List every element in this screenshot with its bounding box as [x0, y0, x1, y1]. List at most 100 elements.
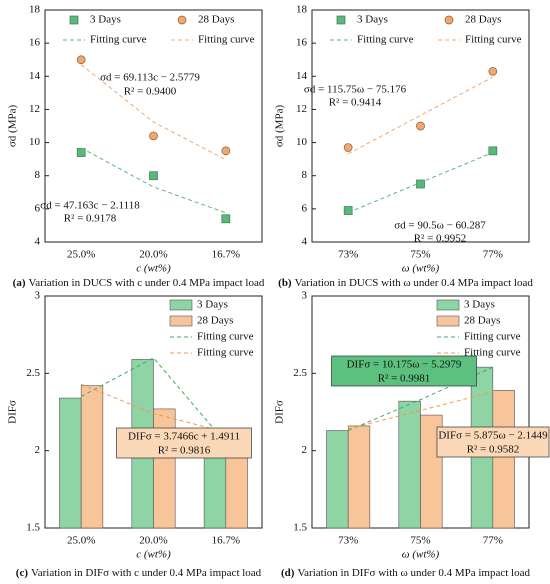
y-tick-label: 3 [302, 290, 308, 302]
y-tick-label: 2 [35, 444, 41, 456]
y-tick-label: 1.5 [26, 522, 40, 534]
annotation-box [436, 426, 550, 458]
panel: 1.5 2 2.5 3 73% 75% 77% ω (wt%) DIFσ 3 Days 28 Day… [274, 290, 550, 579]
x-axis-label: c (wt%) [136, 549, 171, 561]
bar [59, 397, 82, 529]
x-tick-label: 20.0% [139, 535, 167, 547]
marker [76, 148, 86, 157]
fit-line [80, 147, 227, 214]
annotation-box [116, 427, 252, 459]
annotation: σd = 90.5ω − 60.287 [394, 220, 486, 232]
legend-label: 3 Days [90, 14, 121, 26]
y-tick-label: 12 [296, 103, 307, 115]
legend-label: 3 Days [357, 14, 388, 26]
caption-panel: (d) [281, 567, 295, 579]
panel: 4 6 8 10 12 14 16 18 73% 75% 77% ω (wt%) σd (MPa) 3 D… [274, 4, 534, 289]
legend-label: Fitting curve [197, 347, 254, 359]
legend-swatch [169, 315, 193, 327]
plot-frame [311, 9, 530, 243]
annotation: R² = 0.9952 [414, 233, 467, 245]
marker [149, 131, 158, 141]
legend-label: Fitting curve [357, 34, 414, 46]
legend-label: 3 Days [464, 299, 495, 311]
legend-swatch [436, 299, 460, 311]
bar [326, 430, 349, 529]
annotation: DIFσ = 5.875ω − 2.1449 [438, 430, 548, 442]
y-tick-label: 6 [35, 202, 41, 214]
x-tick-label: 16.7% [212, 249, 240, 261]
x-tick-label: 73% [338, 249, 358, 261]
legend-label: Fitting curve [465, 34, 522, 46]
bar [80, 385, 104, 529]
annotation: R² = 0.9414 [329, 97, 382, 109]
marker [149, 171, 158, 181]
bar [347, 425, 371, 529]
panel: 4 6 8 10 12 14 16 18 25.0% 20.0% 16.7% c (wt%) σd (M… [7, 4, 265, 289]
y-tick-label: 1.5 [293, 522, 307, 534]
x-tick-label: 73% [338, 535, 358, 547]
x-axis-label: c (wt%) [136, 263, 171, 275]
y-tick-label: 16 [296, 37, 308, 49]
caption-text: Variation in DUCS with c under 0.4 MPa i… [28, 277, 264, 289]
y-tick-label: 3 [35, 290, 41, 302]
fit-line [80, 383, 226, 433]
fit-line [80, 64, 227, 161]
x-tick-label: 25.0% [67, 249, 95, 261]
legend-swatch [169, 299, 193, 311]
y-axis-label: DIFσ [274, 400, 286, 424]
y-tick-label: 10 [29, 136, 41, 148]
y-axis-label: σd (MPa) [274, 105, 286, 148]
bar [153, 408, 176, 529]
marker [343, 206, 353, 215]
x-tick-label: 75% [410, 535, 430, 547]
y-tick-label: 14 [296, 70, 308, 82]
caption: (c) Variation in DIFσ with c under 0.4 MP… [16, 567, 262, 579]
marker [488, 66, 498, 76]
legend-label: 3 Days [197, 299, 228, 311]
y-tick-label: 2 [302, 444, 308, 456]
annotation: R² = 0.9400 [124, 86, 177, 98]
plot-frame [44, 9, 263, 243]
marker [343, 143, 353, 152]
legend-swatch [336, 15, 346, 25]
y-tick-label: 18 [29, 4, 41, 16]
legend-swatch [436, 315, 460, 327]
y-axis-label: DIFσ [7, 400, 19, 424]
x-tick-label: 20.0% [139, 249, 167, 261]
marker [416, 121, 425, 131]
x-axis-label: ω (wt%) [402, 263, 440, 275]
fit-line [347, 152, 494, 213]
legend-label: 28 Days [197, 315, 233, 327]
y-tick-label: 12 [29, 103, 40, 115]
fit-line [347, 366, 494, 432]
marker [221, 214, 231, 224]
y-tick-label: 8 [302, 169, 308, 181]
annotation: R² = 0.9816 [158, 445, 211, 457]
bar [492, 390, 515, 529]
y-tick-label: 14 [29, 70, 41, 82]
y-tick-label: 16 [29, 37, 41, 49]
x-tick-label: 16.7% [212, 535, 240, 547]
legend-label: Fitting curve [197, 331, 254, 343]
caption-text: Variation in DIFσ with c under 0.4 MPa i… [31, 567, 262, 579]
annotation: R² = 0.9981 [378, 373, 431, 385]
caption-panel: (a) [13, 277, 26, 289]
annotation: σd = 115.75ω − 75.176 [304, 84, 407, 96]
marker [221, 146, 231, 156]
fit-line [347, 76, 494, 155]
caption: (b) Variation in DUCS with ω under 0.4 MP… [278, 277, 533, 289]
annotation: σd = 47.163c − 2.1118 [40, 200, 140, 212]
bar [398, 400, 421, 529]
legend-label: Fitting curve [198, 34, 255, 46]
caption: (a) Variation in DUCS with c under 0.4 MP… [13, 277, 265, 289]
caption-text: Variation in DIFσ with ω under 0.4 MPa i… [297, 567, 530, 579]
legend-label: 28 Days [464, 315, 500, 327]
fit-line [80, 357, 227, 444]
annotation: R² = 0.9178 [64, 213, 117, 225]
y-tick-label: 4 [35, 236, 41, 248]
legend-label: 28 Days [198, 14, 234, 26]
legend-swatch [444, 15, 454, 25]
marker [76, 55, 86, 65]
x-tick-label: 75% [410, 249, 430, 261]
annotation: σd = 69.113c − 2.5779 [100, 72, 200, 84]
